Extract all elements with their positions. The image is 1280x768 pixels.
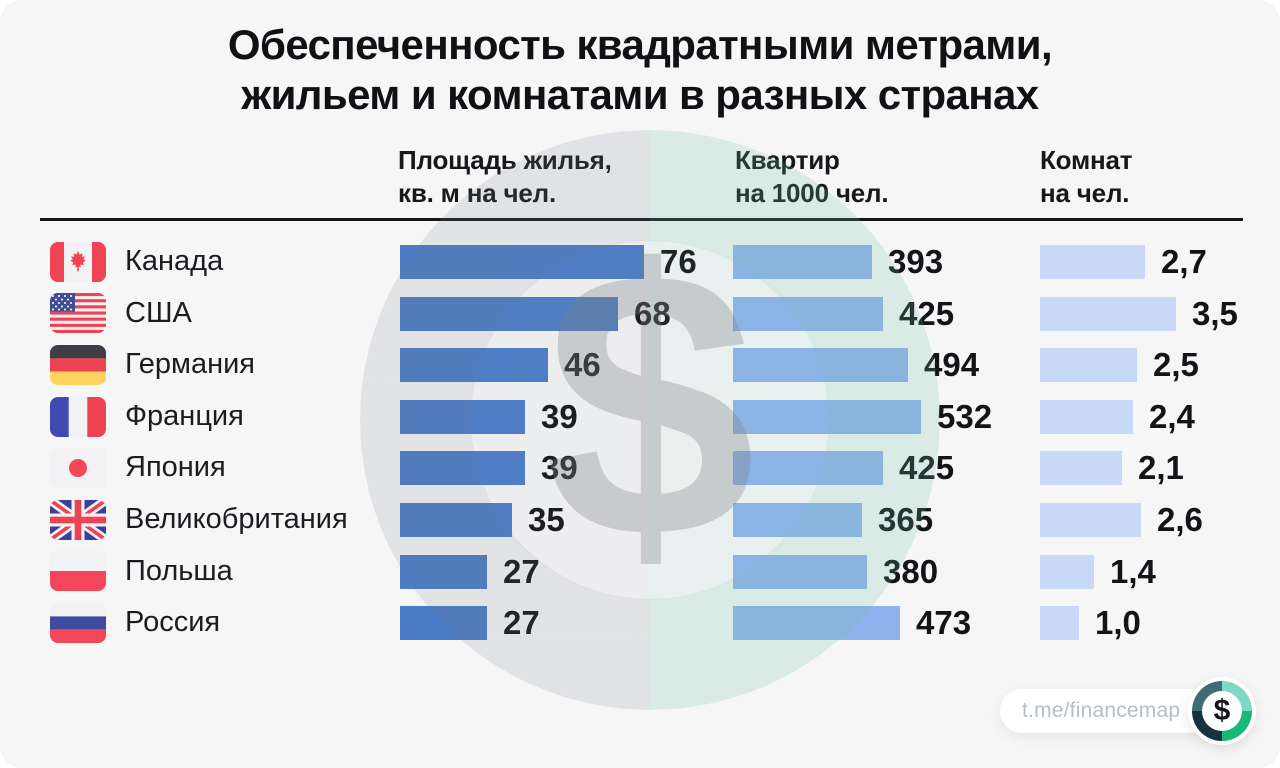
country-label-france: Франция xyxy=(125,399,244,432)
bar-rooms xyxy=(1040,502,1141,537)
bar-rooms-value: 1,0 xyxy=(1095,604,1141,642)
bar-apartments-value: 532 xyxy=(937,397,993,435)
bar-rooms xyxy=(1040,451,1122,486)
channel-logo: $ xyxy=(1188,677,1256,745)
country-label-uk: Великобритания xyxy=(125,502,348,535)
page-title-line2: жильем и комнатами в разных странах xyxy=(241,71,1039,119)
bar-rooms xyxy=(1040,245,1145,279)
table-row: Германия 46 494 2,5 xyxy=(0,339,1280,391)
bar-area-value: 46 xyxy=(564,346,601,384)
bar-area xyxy=(400,245,644,279)
page-title-line1: Обеспеченность квадратными метрами, xyxy=(227,21,1053,68)
flag-uk-icon xyxy=(50,499,106,540)
flag-germany-icon xyxy=(50,344,106,385)
bar-area xyxy=(400,502,512,537)
flag-france-icon xyxy=(50,396,106,437)
bar-apartments-value: 380 xyxy=(883,552,939,590)
bar-area xyxy=(400,296,618,331)
bar-apartments xyxy=(733,606,900,641)
bar-apartments xyxy=(733,399,921,434)
flag-japan-icon xyxy=(50,448,106,489)
bar-apartments-value: 425 xyxy=(899,294,955,332)
bar-apartments xyxy=(733,296,883,331)
bar-area xyxy=(400,606,487,641)
bar-apartments-value: 365 xyxy=(878,500,934,538)
column-header-apartments-line1: Квартир xyxy=(735,145,840,175)
flag-poland-icon xyxy=(50,551,106,592)
bar-apartments xyxy=(733,348,908,383)
country-label-canada: Канада xyxy=(125,245,224,277)
header-separator-line xyxy=(40,218,1243,221)
telegram-channel-link[interactable]: t.me/financemap xyxy=(1000,689,1216,733)
bar-apartments-value: 473 xyxy=(916,604,972,642)
bar-rooms-value: 2,6 xyxy=(1157,500,1203,538)
bar-apartments-value: 425 xyxy=(899,449,955,487)
table-row: Франция 39 532 2,4 xyxy=(0,391,1280,443)
bar-apartments-value: 494 xyxy=(924,346,980,384)
table-row: Польша 27 380 1,4 xyxy=(0,546,1280,598)
bar-apartments xyxy=(733,245,872,279)
bar-rooms xyxy=(1040,606,1079,641)
table-row: Россия 27 473 1,0 xyxy=(0,597,1280,649)
bar-apartments xyxy=(733,554,867,589)
chart-rows: Канада 76 393 2,7 США 68 425 3,5 Германи… xyxy=(0,236,1280,649)
bar-rooms-value: 3,5 xyxy=(1192,294,1238,332)
column-header-rooms-line2: на чел. xyxy=(1040,177,1130,208)
bar-rooms-value: 2,4 xyxy=(1149,397,1195,435)
bar-area xyxy=(400,451,525,486)
country-label-germany: Германия xyxy=(125,348,256,381)
page-title: Обеспеченность квадратными метрами, жиль… xyxy=(0,20,1280,121)
bar-apartments xyxy=(733,451,883,486)
country-label-japan: Япония xyxy=(125,451,226,484)
bar-area-value: 39 xyxy=(541,397,578,435)
table-row: Великобритания 35 365 2,6 xyxy=(0,494,1280,546)
table-row: Япония 39 425 2,1 xyxy=(0,442,1280,494)
bar-apartments-value: 393 xyxy=(888,243,944,280)
bar-area xyxy=(400,399,525,434)
column-header-rooms-line1: Комнат xyxy=(1040,145,1133,175)
column-header-apartments: Квартир на 1000 чел. xyxy=(735,144,889,209)
bar-area xyxy=(400,348,548,383)
country-label-poland: Польша xyxy=(125,554,233,587)
bar-area-value: 76 xyxy=(660,243,697,280)
bar-apartments xyxy=(733,502,862,537)
bar-rooms xyxy=(1040,348,1137,383)
bar-rooms-value: 2,1 xyxy=(1138,449,1184,487)
channel-logo-dollar-icon: $ xyxy=(1202,691,1242,731)
country-label-russia: Россия xyxy=(125,606,221,639)
column-header-apartments-line2: на 1000 чел. xyxy=(735,177,889,208)
table-row: США 68 425 3,5 xyxy=(0,288,1280,340)
flag-usa-icon xyxy=(50,293,106,334)
bar-area-value: 27 xyxy=(503,552,540,590)
column-header-area: Площадь жилья, кв. м на чел. xyxy=(398,144,612,209)
column-header-area-line2: кв. м на чел. xyxy=(398,177,556,208)
bar-rooms xyxy=(1040,554,1094,589)
column-header-rooms: Комнат на чел. xyxy=(1040,144,1133,209)
bar-area-value: 27 xyxy=(503,604,540,642)
bar-area-value: 68 xyxy=(634,294,671,332)
flag-russia-icon xyxy=(50,602,106,643)
bar-rooms-value: 2,7 xyxy=(1161,243,1207,280)
bar-rooms-value: 1,4 xyxy=(1110,552,1156,590)
flag-canada-icon xyxy=(50,241,106,282)
bar-area-value: 39 xyxy=(541,449,578,487)
bar-area xyxy=(400,554,487,589)
bar-rooms xyxy=(1040,296,1176,331)
bar-rooms-value: 2,5 xyxy=(1153,346,1199,384)
bar-rooms xyxy=(1040,399,1133,434)
telegram-channel-handle: t.me/financemap xyxy=(1022,699,1181,722)
bar-area-value: 35 xyxy=(528,500,565,538)
country-label-usa: США xyxy=(125,296,192,329)
table-row: Канада 76 393 2,7 xyxy=(0,236,1280,288)
column-header-area-line1: Площадь жилья, xyxy=(398,145,612,175)
